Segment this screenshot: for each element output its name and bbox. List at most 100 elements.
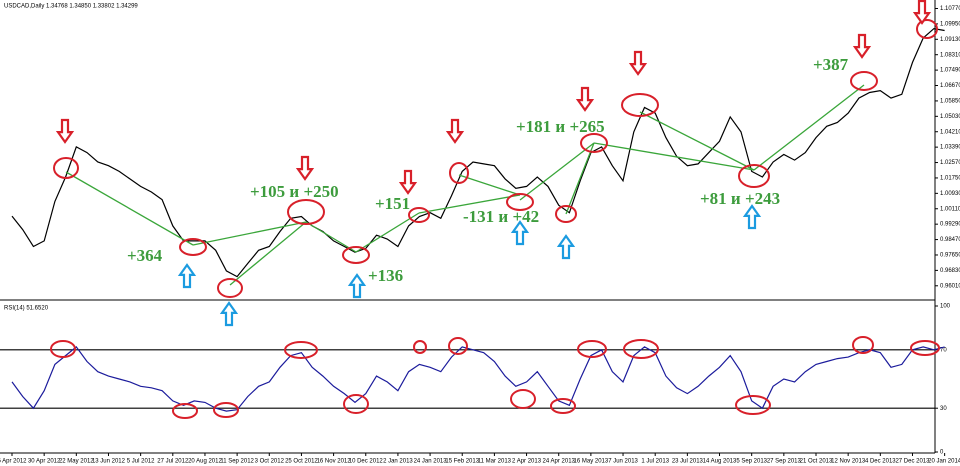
x-tick-label: 4 Dec 2013 — [865, 459, 896, 465]
x-tick-label: 11 Sep 2012 — [220, 459, 254, 465]
highlight-circle — [213, 402, 239, 418]
y-tick-label: 1.08310 — [940, 52, 960, 58]
highlight-circle — [50, 340, 76, 358]
x-tick-label: 24 Jan 2013 — [414, 459, 448, 465]
highlight-circle — [408, 207, 430, 223]
highlight-circle — [577, 340, 607, 358]
price-line — [11, 27, 945, 278]
trend-line — [192, 221, 307, 246]
up-arrow — [177, 263, 197, 289]
y-tick-label: 1.01750 — [940, 176, 960, 182]
y-tick-label: 1.04210 — [940, 129, 960, 135]
down-arrow — [912, 0, 932, 25]
highlight-circle — [735, 395, 771, 415]
x-tick-label: 25 Oct 2012 — [285, 459, 318, 465]
highlight-circle — [287, 199, 325, 225]
highlight-circle — [916, 19, 938, 39]
trend-line — [519, 142, 595, 201]
y-tick-label: 0.99290 — [940, 222, 960, 228]
y-tick-label: 0.96010 — [940, 283, 960, 289]
annotation: +136 — [368, 266, 403, 285]
x-tick-label: 27 Dec 2013 — [895, 459, 930, 465]
down-arrow — [852, 33, 872, 59]
x-tick-label: 7 Jun 2013 — [608, 459, 638, 465]
x-tick-label: 27 Jul 2012 — [157, 459, 189, 465]
x-tick-label: 12 Nov 2013 — [831, 459, 866, 465]
x-tick-label: 13 Jun 2012 — [92, 459, 126, 465]
highlight-circle — [850, 71, 878, 91]
x-tick-label: 22 May 2012 — [59, 459, 94, 465]
up-arrow — [219, 301, 239, 327]
annotation: +364 — [127, 246, 163, 265]
y-tick-label: 30 — [940, 406, 947, 412]
highlight-circle — [621, 93, 659, 117]
y-tick-label: 1.09130 — [940, 37, 960, 43]
x-tick-label: 20 Jan 2014 — [928, 459, 960, 465]
y-tick-label: 1.05030 — [940, 114, 960, 120]
y-tick-label: 1.07490 — [940, 68, 960, 74]
x-tick-label: 11 Mar 2013 — [478, 459, 512, 465]
annotation: +387 — [813, 55, 849, 74]
annotation: -131 и +42 — [463, 207, 539, 226]
trend-line — [753, 84, 865, 171]
x-tick-label: 3 Oct 2012 — [255, 459, 285, 465]
y-tick-label: 1.10770 — [940, 6, 960, 12]
highlight-circle — [550, 398, 576, 414]
x-tick-label: 30 Apr 2012 — [28, 459, 61, 465]
x-tick-label: 5 Sep 2013 — [736, 459, 767, 465]
annotation: +105 и +250 — [250, 182, 339, 201]
trend-line — [639, 111, 755, 171]
annotation: +181 и +265 — [516, 117, 605, 136]
highlight-circle — [510, 389, 536, 409]
x-tick-label: 20 Aug 2012 — [188, 459, 222, 465]
x-tick-label: 6 Apr 2012 — [0, 459, 27, 465]
highlight-circle — [53, 157, 79, 179]
x-tick-label: 10 Dec 2012 — [349, 459, 384, 465]
highlight-circle — [738, 164, 770, 188]
y-tick-label: 1.00110 — [940, 206, 960, 212]
up-arrow — [510, 220, 530, 246]
y-tick-label: 1.09950 — [940, 21, 960, 27]
y-tick-label: 1.03390 — [940, 145, 960, 151]
x-tick-label: 2 Jan 2013 — [383, 459, 413, 465]
highlight-circle — [449, 162, 469, 184]
highlight-circle — [623, 339, 659, 359]
highlight-circle — [448, 337, 468, 355]
y-tick-label: 0.96830 — [940, 268, 960, 274]
x-tick-label: 21 Oct 2013 — [800, 459, 833, 465]
x-tick-label: 1 Jul 2013 — [641, 459, 669, 465]
x-tick-label: 27 Sep 2013 — [767, 459, 802, 465]
x-tick-label: 16 Nov 2012 — [317, 459, 352, 465]
y-tick-label: 1.05850 — [940, 98, 960, 104]
x-tick-label: 15 Feb 2013 — [445, 459, 479, 465]
rsi-line — [11, 346, 945, 412]
highlight-circle — [342, 246, 370, 264]
y-tick-label: 100 — [940, 304, 951, 310]
trend-line — [458, 174, 521, 196]
highlight-circle — [284, 341, 318, 359]
price-title: USDCAD,Daily 1.34768 1.34850 1.33802 1.3… — [4, 4, 138, 10]
y-tick-label: 1.02570 — [940, 160, 960, 166]
x-tick-label: 5 Jul 2012 — [127, 459, 155, 465]
highlight-circle — [413, 340, 427, 354]
trend-line — [593, 142, 755, 171]
down-arrow — [628, 50, 648, 76]
x-tick-label: 23 Jul 2013 — [672, 459, 704, 465]
y-tick-label: 0.98470 — [940, 237, 960, 243]
x-tick-label: 24 Apr 2013 — [543, 459, 576, 465]
annotations-layer: +364 +105 и +250 +151 +181 и +265 -131 и +42… — [50, 0, 940, 419]
down-arrow — [445, 118, 465, 144]
annotation: +81 и +243 — [700, 189, 780, 208]
highlight-circle — [179, 238, 207, 256]
trend-line — [229, 221, 307, 286]
x-tick-label: 16 May 2013 — [574, 459, 609, 465]
trend-line — [305, 221, 357, 253]
trend-line — [355, 212, 420, 253]
y-tick-label: 70 — [940, 347, 947, 353]
y-tick-label: 1.00930 — [940, 191, 960, 197]
x-tick-label: 14 Aug 2013 — [703, 459, 737, 465]
trend-line — [418, 194, 521, 214]
highlight-circle — [217, 278, 243, 298]
up-arrow — [742, 204, 762, 230]
